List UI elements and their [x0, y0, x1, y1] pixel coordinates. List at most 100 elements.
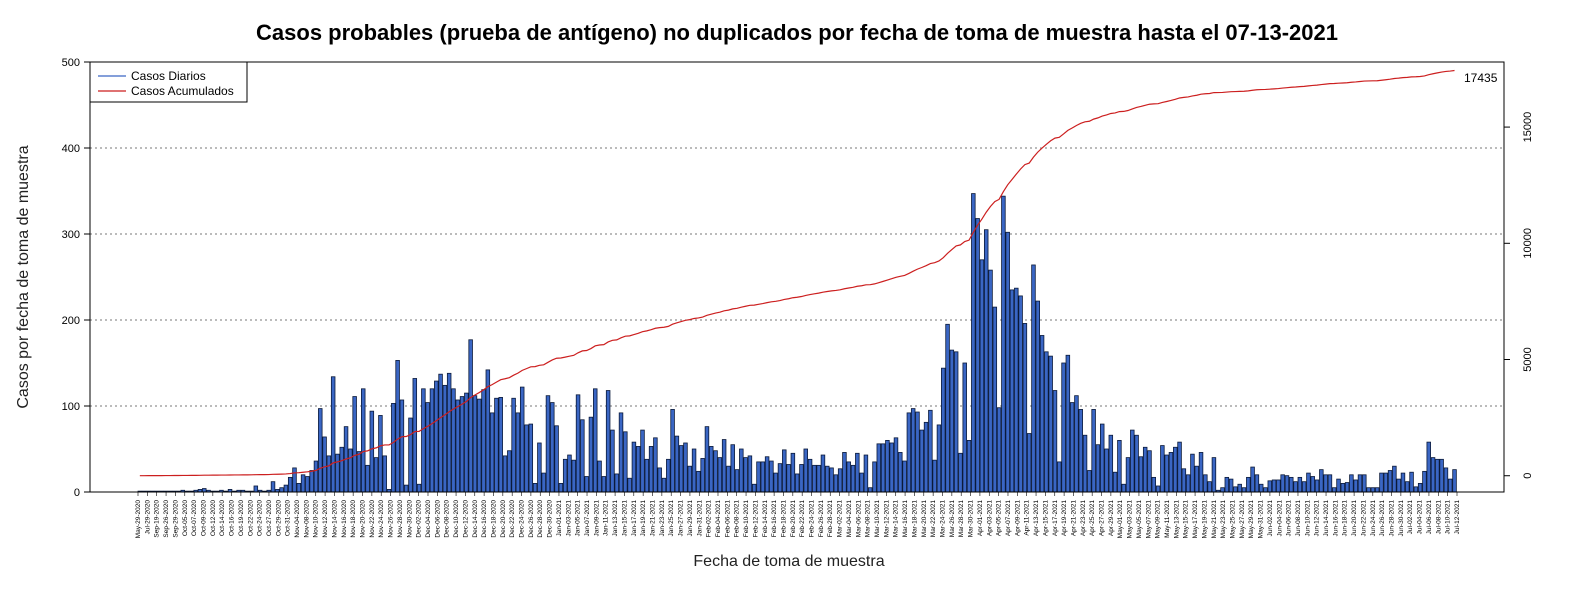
bar-84: [498, 396, 503, 493]
bar-62: [403, 484, 409, 493]
bar-34: [283, 484, 289, 493]
bar-295: [1405, 481, 1410, 493]
bar-148: [773, 472, 778, 493]
x-tick-label-56: Jan-23-2021: [659, 500, 666, 537]
bar-234: [1142, 446, 1148, 493]
bar-244: [1185, 474, 1191, 493]
bar-109: [605, 390, 611, 493]
bar-284: [1357, 474, 1363, 493]
bar-46: [335, 453, 340, 493]
x-axis-label: Fecha de toma de muestra: [693, 553, 884, 570]
x-tick-label-55: Jan-21-2021: [650, 500, 657, 537]
x-tick-label-46: Jan-03-2021: [565, 500, 572, 537]
bar-163: [837, 468, 843, 493]
bar-44: [326, 455, 332, 493]
bar-31: [270, 481, 276, 493]
bar-129: [691, 448, 697, 493]
bar-136: [721, 439, 727, 493]
y-axis-right: 0 5000 10000 15000: [1504, 112, 1534, 479]
bar-145: [760, 461, 766, 493]
x-tick-label-94: Apr-09-2021: [1014, 500, 1021, 537]
y-tick-label-100: 100: [62, 401, 80, 413]
x-tick-label-1: Jul-29-2020: [144, 500, 151, 535]
x-tick-label-77: Mar-06-2021: [855, 500, 862, 538]
x-tick-label-105: May-01-2021: [1117, 500, 1124, 539]
bar-285: [1362, 474, 1367, 493]
x-tick-label-131: Jun-22-2021: [1360, 500, 1367, 537]
bar-82: [489, 412, 495, 493]
bar-282: [1349, 474, 1354, 493]
bar-61: [399, 399, 405, 493]
bar-105: [588, 416, 594, 493]
x-tick-label-58: Jan-27-2021: [678, 500, 685, 537]
bar-280: [1340, 482, 1346, 493]
x-tick-label-85: Mar-22-2021: [930, 500, 937, 538]
bar-239: [1164, 454, 1169, 493]
x-tick-label-0: May-29-2020: [135, 500, 142, 539]
x-tick-label-89: Mar-30-2021: [968, 500, 975, 538]
x-tick-label-117: May-25-2021: [1229, 500, 1236, 539]
x-tick-label-39: Dec-20-2020: [500, 500, 507, 538]
bar-179: [906, 412, 912, 493]
bar-203: [1009, 289, 1015, 493]
x-tick-label-90: Apr-01-2021: [977, 500, 984, 537]
bar-227: [1112, 471, 1118, 493]
bar-45: [330, 376, 336, 493]
bar-162: [833, 474, 839, 493]
x-tick-label-18: Nov-08-2020: [303, 500, 310, 538]
x-tick-label-50: Jan-11-2021: [603, 500, 610, 536]
x-tick-label-52: Jan-15-2021: [621, 500, 628, 537]
bar-51: [356, 451, 362, 493]
x-tick-label-42: Dec-26-2020: [528, 500, 535, 538]
bar-143: [751, 483, 757, 493]
bar-272: [1306, 472, 1311, 493]
daily-bars: [137, 193, 1457, 493]
bar-118: [644, 458, 650, 493]
bar-181: [915, 411, 920, 493]
x-tick-label-22: Nov-16-2020: [341, 500, 348, 538]
bar-267: [1284, 475, 1290, 493]
x-tick-label-73: Feb-26-2021: [818, 500, 825, 538]
x-tick-label-14: Oct-27-2020: [266, 500, 273, 537]
bar-297: [1413, 486, 1419, 493]
bar-112: [618, 412, 624, 493]
bar-250: [1211, 457, 1217, 493]
x-tick-label-43: Dec-28-2020: [537, 500, 544, 538]
x-tick-label-113: May-17-2021: [1192, 500, 1199, 539]
bar-68: [429, 388, 435, 493]
bar-102: [575, 394, 581, 493]
x-tick-label-98: Apr-17-2021: [1052, 500, 1059, 537]
bar-133: [709, 446, 714, 493]
bar-229: [1121, 483, 1126, 493]
x-tick-label-125: Jun-10-2021: [1304, 500, 1311, 537]
bar-53: [365, 464, 370, 493]
bar-300: [1426, 441, 1431, 493]
bar-190: [953, 351, 959, 493]
bar-236: [1151, 476, 1156, 493]
bar-95: [545, 395, 551, 493]
bar-64: [412, 378, 418, 493]
x-tick-label-30: Dec-02-2020: [416, 500, 423, 538]
bar-90: [524, 424, 529, 493]
bar-97: [554, 425, 559, 493]
bar-226: [1108, 434, 1114, 493]
y-axis-left: 0 100 200 300 400 500: [62, 57, 90, 499]
bar-233: [1138, 456, 1144, 493]
bar-72: [446, 372, 452, 493]
bar-157: [812, 464, 817, 493]
bar-304: [1443, 467, 1449, 493]
bar-288: [1374, 487, 1380, 493]
bar-154: [799, 464, 804, 493]
x-tick-label-91: Apr-03-2021: [986, 500, 993, 537]
x-tick-label-106: May-03-2021: [1127, 500, 1134, 539]
bar-126: [678, 445, 684, 493]
y2-tick-label-15000: 15000: [1522, 112, 1534, 143]
x-tick-label-70: Feb-20-2021: [790, 500, 797, 538]
bar-108: [601, 476, 607, 493]
bar-208: [1031, 264, 1036, 493]
bar-119: [648, 446, 654, 493]
bar-142: [747, 455, 753, 493]
x-tick-label-34: Dec-10-2020: [453, 500, 460, 538]
bar-217: [1069, 402, 1075, 493]
bar-245: [1190, 453, 1195, 493]
